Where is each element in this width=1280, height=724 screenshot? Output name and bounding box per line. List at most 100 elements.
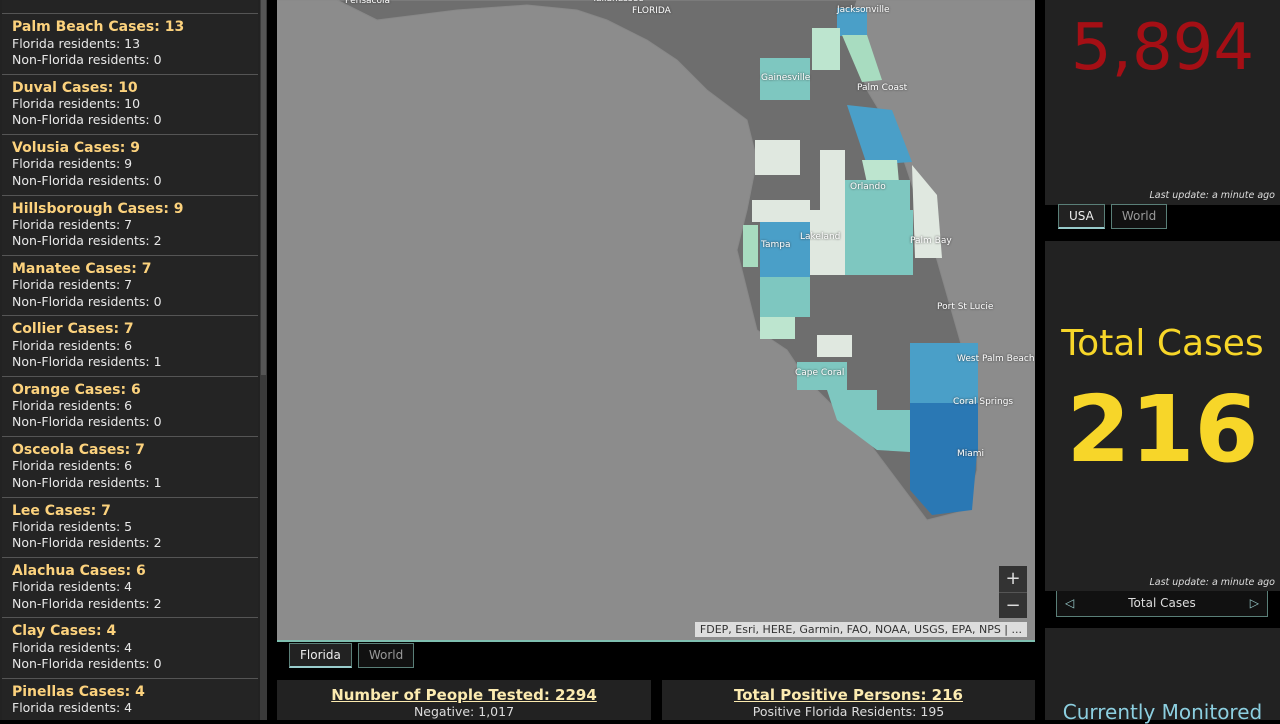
scroll-thumb[interactable] [261,0,266,375]
people-tested-card: Number of People Tested: 2294 Negative: … [277,680,651,720]
list-item[interactable]: Osceola Cases: 7 Florida residents: 6 Non-… [2,437,258,498]
city-label: Pensacola [345,0,391,6]
list-item[interactable]: Alachua Cases: 6 Florida residents: 4 Non-… [2,557,258,619]
total-cases-card: Total Cases 216 Last update: a minute ag… [1045,241,1280,591]
county-seminole [862,160,899,183]
non-florida-residents: Non-Florida residents: 0 [12,51,162,67]
county-title: Manatee Cases: 7 [12,260,152,277]
positive-persons-card: Total Positive Persons: 216 Positive Flo… [662,680,1035,720]
total-last-update: Last update: a minute ago [1149,577,1275,588]
map-shapes [277,0,1035,521]
tested-title[interactable]: Number of People Tested: 2294 [331,686,597,704]
county-osceola [845,210,913,275]
total-cases-value: 216 [1066,376,1259,483]
county-title: Orange Cases: 6 [12,381,141,398]
city-label: Lakeland [800,232,841,242]
county-manatee [760,277,810,317]
tab-world-usa[interactable]: World [1110,204,1168,229]
city-label: Tampa [761,240,791,250]
non-florida-residents: Non-Florida residents: 1 [12,474,162,490]
county-title: Hillsborough Cases: 9 [12,200,184,217]
list-item[interactable]: Collier Cases: 7 Florida residents: 6 Non-… [2,316,258,377]
list-item[interactable]: Lee Cases: 7 Florida residents: 5 Non-Flor… [2,497,258,558]
monitored-card: Currently Monitored [1045,628,1280,724]
county-lake [820,150,845,215]
total-cases-label: Total Cases [1061,323,1264,364]
florida-residents: Florida residents: 7 [12,277,133,293]
list-item[interactable]: Clay Cases: 4 Florida residents: 4 Non-Flo… [2,618,258,679]
non-florida-residents: Non-Florida residents: 2 [12,233,162,249]
county-pinellas [743,225,758,267]
florida-residents: Florida residents: 4 [12,639,133,655]
positive-title[interactable]: Total Positive Persons: 216 [734,686,963,704]
list-item[interactable]: Manatee Cases: 7 Florida residents: 7 Non-… [2,255,258,317]
zoom-controls: + − [999,566,1027,618]
tab-florida[interactable]: Florida [289,643,352,668]
list-item[interactable]: Hillsborough Cases: 9 Florida residents: … [2,195,258,256]
florida-residents: Florida residents: 6 [12,398,133,414]
county-title: Osceola Cases: 7 [12,442,145,459]
county-title: Lee Cases: 7 [12,502,111,519]
florida-residents: Florida residents: 10 [12,96,141,112]
non-florida-residents: Non-Florida residents: 0 [12,655,162,671]
county-title: Alachua Cases: 6 [12,562,146,579]
usa-cases-value: 5,894 [1070,11,1255,85]
county-title: Collier Cases: 7 [12,321,134,338]
city-label: Palm Coast [857,83,908,93]
tab-world[interactable]: World [357,643,415,668]
total-cases-nav: ◁ Total Cases ▷ [1056,591,1268,617]
county-miamidade [910,453,977,515]
city-label: Palm Bay [910,236,952,246]
county-title: Duval Cases: 10 [12,79,138,96]
prev-arrow-icon[interactable]: ◁ [1065,596,1075,610]
nav-label: Total Cases [1128,596,1196,610]
county-stjohns [842,35,882,82]
city-label: Orlando [850,182,886,192]
map-attribution[interactable]: FDEP, Esri, HERE, Garmin, FAO, NOAA, USG… [694,622,1027,637]
scrollbar[interactable] [260,0,267,720]
county-duval [837,8,867,36]
florida-residents: Florida residents: 4 [12,699,133,715]
list-item[interactable]: Duval Cases: 10 Florida residents: 10 Non-… [2,74,258,136]
non-florida-residents: Non-Florida residents: 0 [12,172,162,188]
non-florida-residents: Non-Florida residents: 0 [12,293,162,309]
florida-residents: Florida residents: 9 [12,156,133,172]
florida-residents: Florida residents: 6 [12,458,133,474]
zoom-out-button[interactable]: − [999,592,1027,618]
non-florida-residents: Non-Florida residents: 0 [12,112,162,128]
non-florida-residents: Non-Florida residents: 1 [12,353,162,369]
positive-fl-residents: Positive Florida Residents: 195 [752,704,945,719]
city-label: West Palm Beach [957,354,1035,364]
county-marion [755,140,800,175]
city-label: Cape Coral [795,368,845,378]
list-item[interactable]: Volusia Cases: 9 Florida residents: 9 Non-… [2,135,258,196]
county-polk [810,210,845,275]
next-arrow-icon[interactable]: ▷ [1249,596,1259,610]
city-label: Coral Springs [953,397,1014,407]
tab-usa[interactable]: USA [1058,204,1105,229]
county-clay [812,28,840,70]
map[interactable]: const L=[[560,5],[484,73],[580,83],[573,… [277,0,1035,642]
list-item[interactable]: Non-Florida residents: 3 [2,0,258,15]
city-label: Miami [957,449,985,459]
city-label: Gainesville [761,73,811,83]
county-title: Clay Cases: 4 [12,623,117,640]
list-item[interactable]: Pinellas Cases: 4 Florida residents: 4 [2,678,258,720]
list-item[interactable]: Orange Cases: 6 Florida residents: 6 Non-F… [2,376,258,438]
county-brevard [912,165,942,258]
county-charlotte [817,335,852,357]
usa-cases-card: 5,894 Last update: a minute ago [1045,0,1280,205]
county-alachua [760,58,810,100]
city-label: Port St Lucie [937,302,994,312]
florida-residents: Florida residents: 6 [12,337,133,353]
county-title: Pinellas Cases: 4 [12,683,145,700]
county-broward [910,403,978,453]
non-florida-residents: Non-Florida residents: 0 [12,414,162,430]
city-label: FLORIDA [632,6,671,16]
county-lee [797,362,847,390]
list-item[interactable]: Palm Beach Cases: 13 Florida residents: 1… [2,14,258,75]
county-hillsborough [760,222,810,277]
non-florida-residents: Non-Florida residents: 2 [12,535,162,551]
zoom-in-button[interactable]: + [1005,568,1021,589]
negative-count: Negative: 1,017 [413,704,515,719]
